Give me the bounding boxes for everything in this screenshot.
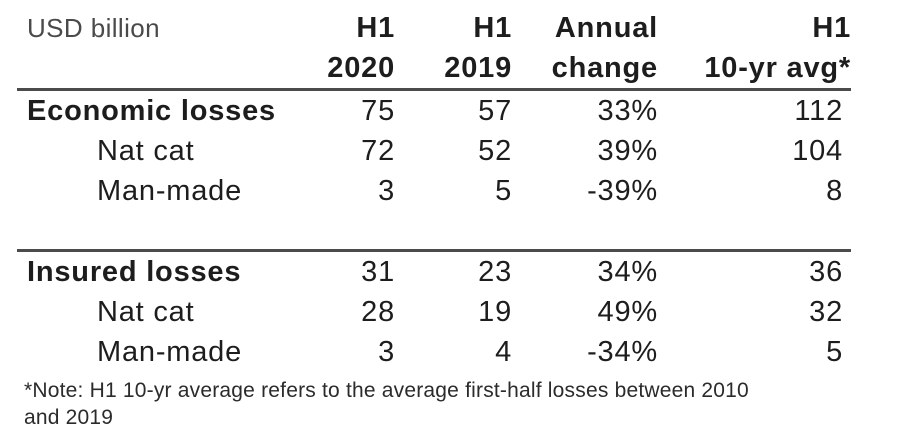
cell-h1-2019: 57 xyxy=(478,95,512,127)
cell-annual-change: 34% xyxy=(512,248,658,292)
cell-h1-2019: 5 xyxy=(495,175,512,207)
losses-table: USD billion H1 2020 H1 2019 Annual chang… xyxy=(17,0,851,372)
cell-h1-2020: 72 xyxy=(361,135,395,167)
cell-h1-2020: 28 xyxy=(361,295,395,328)
cell-h1-2020: 3 xyxy=(378,175,395,207)
col-header-h1-2020: H1 2020 xyxy=(327,0,395,91)
cell-h1-2020: 75 xyxy=(361,95,395,127)
col-header-line2: 2019 xyxy=(444,52,512,84)
table-header: USD billion H1 2020 H1 2019 Annual chang… xyxy=(17,0,851,91)
cell-h1-2019: 23 xyxy=(395,248,512,292)
spacer-cell xyxy=(17,211,851,250)
cell-h1-10yr-avg: 8 xyxy=(826,175,843,207)
cell-h1-10yr-avg: 104 xyxy=(792,135,843,167)
cell-annual-change: -39% xyxy=(587,175,658,207)
row-label: Nat cat xyxy=(97,295,195,328)
cell-h1-2019: 19 xyxy=(478,295,512,328)
row-label: Insured losses xyxy=(17,248,327,292)
unit-label-text: USD billion xyxy=(27,13,161,43)
row-economic-man-made: Man-made 3 5 -39% 8 xyxy=(17,171,851,211)
cell-h1-10yr-avg: 5 xyxy=(826,335,843,368)
header-row: USD billion H1 2020 H1 2019 Annual chang… xyxy=(17,0,851,91)
col-header-h1-2019: H1 2019 xyxy=(395,0,512,91)
row-insured-losses: Insured losses 31 23 34% 36 xyxy=(17,248,851,292)
row-economic-losses: Economic losses 75 57 33% 112 xyxy=(17,90,851,132)
col-header-line2: change xyxy=(551,52,658,84)
cell-h1-2019: 4 xyxy=(495,335,512,368)
col-header-annual-change: Annual change xyxy=(512,0,658,91)
cell-h1-2020: 31 xyxy=(327,248,395,292)
col-header-line1: H1 xyxy=(812,12,851,44)
row-label: Man-made xyxy=(97,175,243,207)
row-label: Nat cat xyxy=(97,135,195,167)
footnote-line-1: *Note: H1 10-yr average refers to the av… xyxy=(24,379,749,402)
cell-annual-change: 33% xyxy=(597,95,658,127)
row-label: Man-made xyxy=(97,335,243,368)
footnote-line-2: and 2019 xyxy=(24,406,114,429)
cell-h1-2020: 3 xyxy=(378,335,395,368)
footnote: *Note: H1 10-yr average refers to the av… xyxy=(24,377,749,431)
cell-annual-change: -34% xyxy=(587,335,658,368)
section-spacer xyxy=(17,211,851,250)
col-header-h1-10yr-avg: H1 10-yr avg* xyxy=(658,0,851,91)
row-insured-man-made: Man-made 3 4 -34% 5 xyxy=(17,332,851,372)
col-header-line1: H1 xyxy=(473,12,512,44)
cell-h1-10yr-avg: 112 xyxy=(794,95,843,127)
cell-annual-change: 39% xyxy=(597,135,658,167)
unit-label: USD billion xyxy=(17,0,327,91)
cell-h1-2019: 52 xyxy=(478,135,512,167)
cell-h1-10yr-avg: 32 xyxy=(809,295,843,328)
table-body: Economic losses 75 57 33% 112 Nat cat 72… xyxy=(17,90,851,372)
col-header-line2: 2020 xyxy=(327,52,395,84)
col-header-line2: 10-yr avg* xyxy=(704,52,851,84)
col-header-line1: Annual xyxy=(554,12,658,44)
cell-h1-10yr-avg: 36 xyxy=(658,248,851,292)
row-insured-nat-cat: Nat cat 28 19 49% 32 xyxy=(17,292,851,332)
cell-annual-change: 49% xyxy=(597,295,658,328)
row-economic-nat-cat: Nat cat 72 52 39% 104 xyxy=(17,131,851,171)
col-header-line1: H1 xyxy=(356,12,395,44)
row-label: Economic losses xyxy=(27,95,276,127)
